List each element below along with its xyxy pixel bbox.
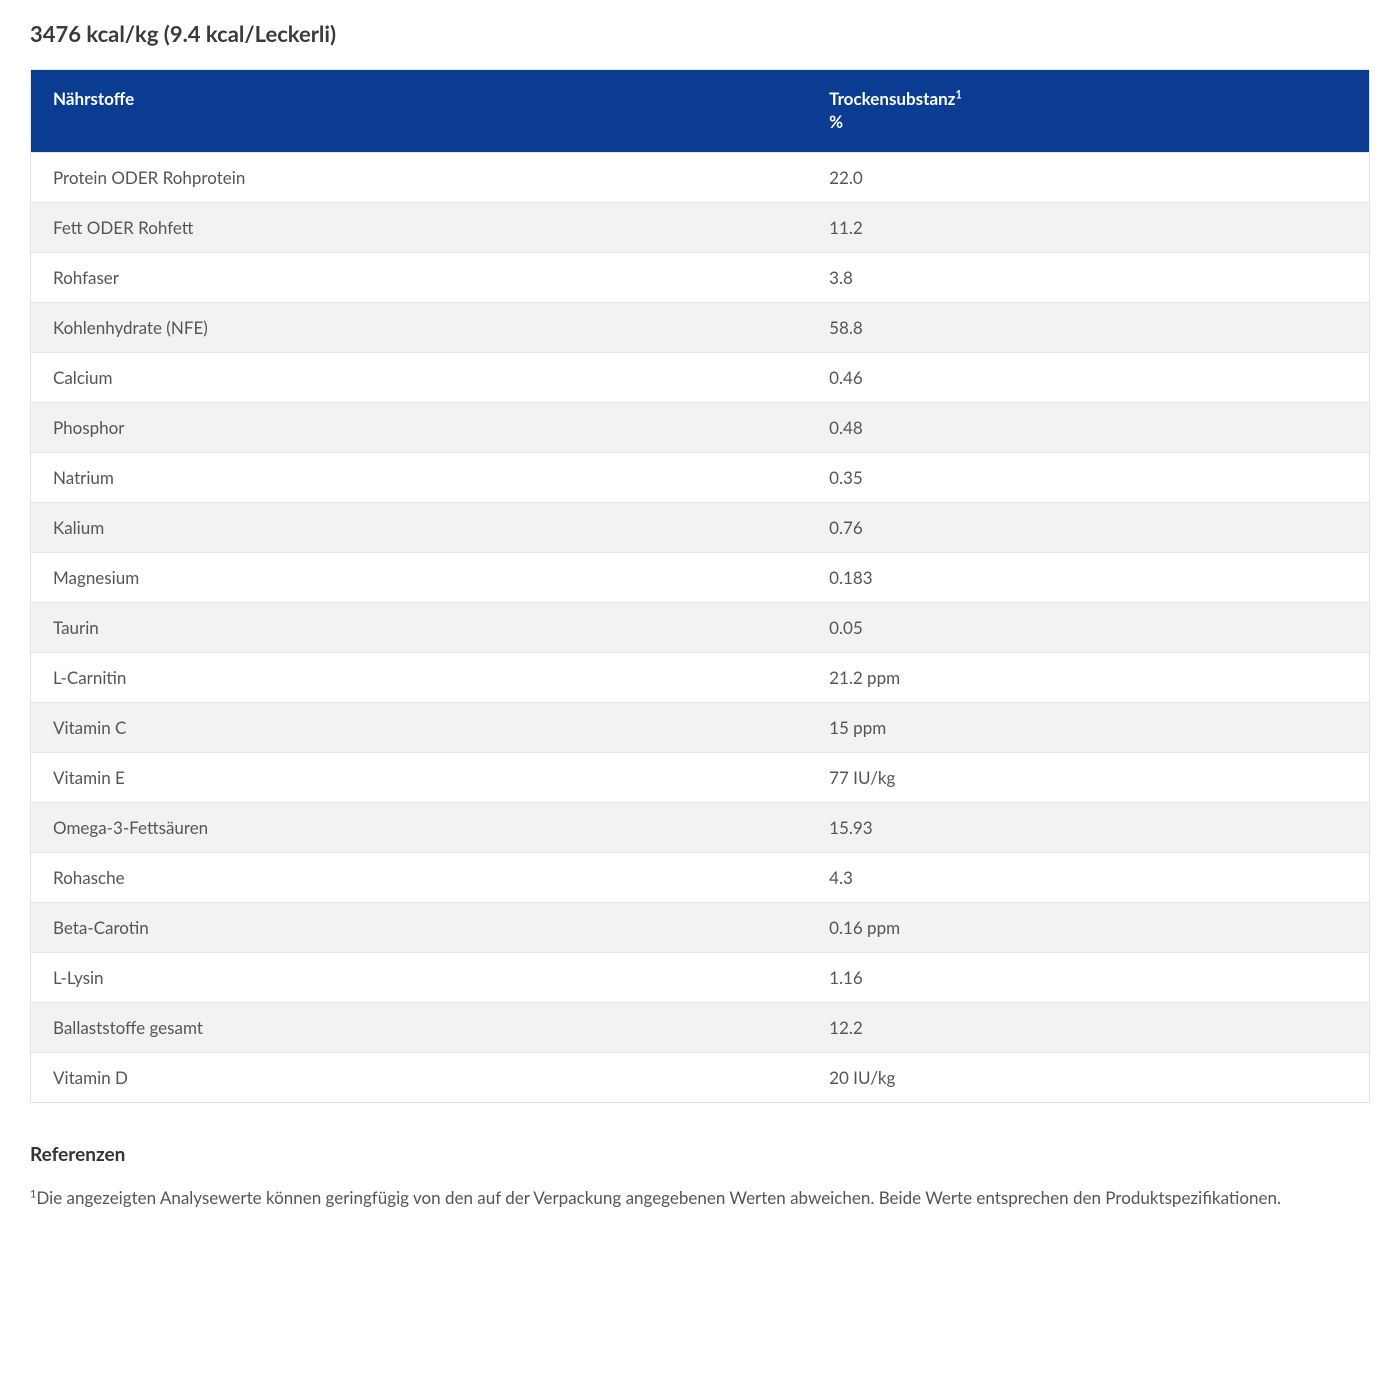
table-row: Rohfaser3.8 [31, 252, 1370, 302]
table-row: Vitamin D20 IU/kg [31, 1052, 1370, 1102]
references-heading: Referenzen [30, 1143, 1370, 1166]
nutrient-name: Taurin [31, 602, 808, 652]
header-drymatter: Trockensubstanz1 % [807, 70, 1369, 153]
nutrient-value: 58.8 [807, 302, 1369, 352]
nutrient-value: 11.2 [807, 202, 1369, 252]
nutrient-name: L-Lysin [31, 952, 808, 1002]
nutrient-value: 12.2 [807, 1002, 1369, 1052]
header-nutrients: Nährstoffe [31, 70, 808, 153]
nutrient-value: 1.16 [807, 952, 1369, 1002]
table-row: Natrium0.35 [31, 452, 1370, 502]
table-row: Magnesium0.183 [31, 552, 1370, 602]
nutrient-value: 0.35 [807, 452, 1369, 502]
table-row: Vitamin C15 ppm [31, 702, 1370, 752]
nutrient-value: 0.46 [807, 352, 1369, 402]
nutrient-value: 22.0 [807, 152, 1369, 202]
nutrient-value: 0.183 [807, 552, 1369, 602]
nutrient-value: 77 IU/kg [807, 752, 1369, 802]
table-row: L-Carnitin21.2 ppm [31, 652, 1370, 702]
table-row: Calcium0.46 [31, 352, 1370, 402]
nutrient-name: Omega-3-Fettsäuren [31, 802, 808, 852]
nutrient-value: 3.8 [807, 252, 1369, 302]
nutrient-value: 20 IU/kg [807, 1052, 1369, 1102]
header-drymatter-sup: 1 [956, 88, 962, 101]
table-row: Ballaststoffe gesamt12.2 [31, 1002, 1370, 1052]
nutrient-name: Phosphor [31, 402, 808, 452]
nutrient-name: L-Carnitin [31, 652, 808, 702]
table-header-row: Nährstoffe Trockensubstanz1 % [31, 70, 1370, 153]
nutrient-name: Fett ODER Rohfett [31, 202, 808, 252]
table-row: Rohasche4.3 [31, 852, 1370, 902]
page-title: 3476 kcal/kg (9.4 kcal/Leckerli) [30, 20, 1370, 47]
nutrient-name: Calcium [31, 352, 808, 402]
table-row: Vitamin E77 IU/kg [31, 752, 1370, 802]
table-row: Omega-3-Fettsäuren15.93 [31, 802, 1370, 852]
references-body: Die angezeigten Analysewerte können geri… [36, 1187, 1281, 1208]
nutrient-name: Rohfaser [31, 252, 808, 302]
nutrient-value: 15.93 [807, 802, 1369, 852]
nutrient-value: 0.05 [807, 602, 1369, 652]
header-drymatter-line1: Trockensubstanz [829, 88, 955, 109]
table-row: Fett ODER Rohfett11.2 [31, 202, 1370, 252]
nutrient-name: Rohasche [31, 852, 808, 902]
table-row: Protein ODER Rohprotein22.0 [31, 152, 1370, 202]
nutrient-name: Kalium [31, 502, 808, 552]
nutrient-value: 0.76 [807, 502, 1369, 552]
nutrient-name: Vitamin D [31, 1052, 808, 1102]
nutrient-value: 4.3 [807, 852, 1369, 902]
references-section: Referenzen 1Die angezeigten Analysewerte… [30, 1143, 1370, 1213]
table-row: Kalium0.76 [31, 502, 1370, 552]
nutrient-value: 0.48 [807, 402, 1369, 452]
nutrient-name: Magnesium [31, 552, 808, 602]
table-row: L-Lysin1.16 [31, 952, 1370, 1002]
nutrient-value: 21.2 ppm [807, 652, 1369, 702]
nutrient-name: Vitamin C [31, 702, 808, 752]
table-row: Phosphor0.48 [31, 402, 1370, 452]
nutrient-value: 0.16 ppm [807, 902, 1369, 952]
nutrient-name: Protein ODER Rohprotein [31, 152, 808, 202]
nutrient-name: Beta-Carotin [31, 902, 808, 952]
nutrient-name: Natrium [31, 452, 808, 502]
nutrients-table: Nährstoffe Trockensubstanz1 % Protein OD… [30, 69, 1370, 1103]
table-row: Beta-Carotin0.16 ppm [31, 902, 1370, 952]
header-drymatter-line2: % [829, 111, 843, 132]
nutrient-name: Ballaststoffe gesamt [31, 1002, 808, 1052]
table-row: Kohlenhydrate (NFE)58.8 [31, 302, 1370, 352]
table-row: Taurin0.05 [31, 602, 1370, 652]
references-text: 1Die angezeigten Analysewerte können ger… [30, 1184, 1370, 1213]
nutrient-name: Vitamin E [31, 752, 808, 802]
nutrient-name: Kohlenhydrate (NFE) [31, 302, 808, 352]
nutrient-value: 15 ppm [807, 702, 1369, 752]
